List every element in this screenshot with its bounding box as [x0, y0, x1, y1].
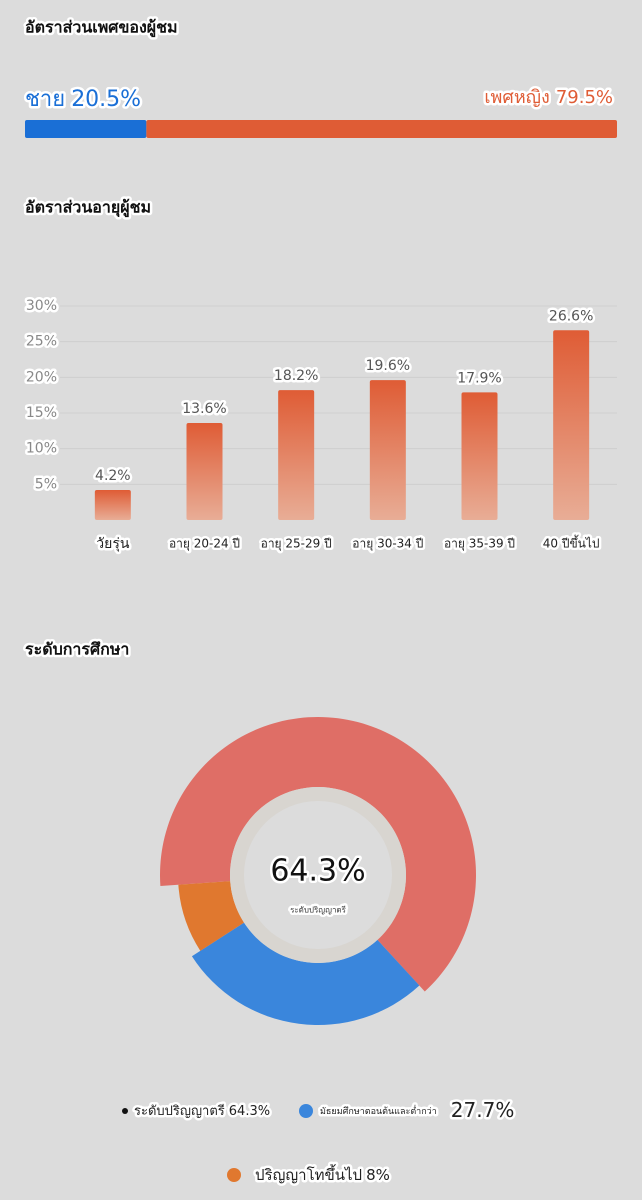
legend-entry: มัธยมศึกษาตอนต้นและต่ำกว่า 27.7%: [320, 1098, 514, 1122]
ratio-label: ชาย 20.5%: [25, 87, 141, 112]
donut-hole: [244, 801, 392, 949]
y-tick-label: 10%: [26, 441, 57, 457]
donut-center-value: 64.3%: [270, 854, 365, 889]
bar: [186, 422, 223, 520]
legend-entry: ระดับปริญญาตรี 64.3%: [134, 1103, 270, 1119]
donut-slice: [191, 922, 420, 1025]
bar: [369, 380, 406, 520]
legend-value: 64.3%: [229, 1104, 270, 1119]
ratio-name: ชาย: [25, 87, 65, 112]
donut-center-label: ระดับปริญญาตรี: [290, 906, 347, 915]
legend-marker: [227, 1168, 241, 1182]
legend-name: ปริญญาโทขึ้นไป: [255, 1164, 362, 1184]
bar-value-label: 26.6%: [549, 308, 593, 324]
bar-value-label: 18.2%: [274, 368, 318, 384]
bar: [278, 390, 315, 520]
ratio-name: เพศหญิง: [484, 87, 549, 108]
section-title: ระดับการศึกษา: [25, 640, 129, 659]
legend-name: ระดับปริญญาตรี: [134, 1103, 225, 1119]
y-tick-label: 25%: [26, 334, 57, 350]
ratio-segment: [146, 120, 618, 138]
x-tick-label: อายุ 20-24 ปี: [169, 537, 240, 552]
bar-value-label: 13.6%: [182, 401, 226, 417]
y-tick-label: 15%: [26, 405, 57, 421]
legend-name: มัธยมศึกษาตอนต้นและต่ำกว่า: [320, 1104, 437, 1117]
y-tick-label: 30%: [26, 298, 57, 314]
ratio-segment: [25, 120, 147, 138]
bar: [553, 330, 590, 520]
section-title: อัตราส่วนอายุผู้ชม: [25, 198, 151, 219]
donut-slice: [178, 881, 245, 951]
ratio-value: 79.5%: [556, 87, 613, 108]
bar-value-label: 4.2%: [95, 468, 131, 484]
bar: [461, 392, 498, 520]
ratio-label: เพศหญิง 79.5%: [484, 87, 613, 108]
x-tick-label: วัยรุ่น: [96, 536, 130, 552]
x-tick-label: 40 ปีขึ้นไป: [543, 535, 600, 551]
legend-entry: ปริญญาโทขึ้นไป 8%: [255, 1164, 390, 1184]
x-tick-label: อายุ 30-34 ปี: [352, 537, 423, 552]
section-title: อัตราส่วนเพศของผู้ชม: [25, 18, 178, 39]
legend-value: 27.7%: [451, 1098, 515, 1122]
bar-value-label: 19.6%: [366, 358, 410, 374]
x-tick-label: อายุ 25-29 ปี: [261, 537, 332, 552]
donut-slice: [160, 717, 477, 992]
y-tick-label: 20%: [26, 369, 57, 385]
y-tick-label: 5%: [35, 476, 57, 492]
legend-value: 8%: [366, 1166, 390, 1184]
bar-value-label: 17.9%: [457, 370, 501, 386]
ratio-value: 20.5%: [71, 87, 141, 112]
x-tick-label: อายุ 35-39 ปี: [444, 537, 515, 552]
legend-marker: [122, 1108, 128, 1114]
legend-marker: [299, 1104, 313, 1118]
bar: [94, 490, 131, 520]
